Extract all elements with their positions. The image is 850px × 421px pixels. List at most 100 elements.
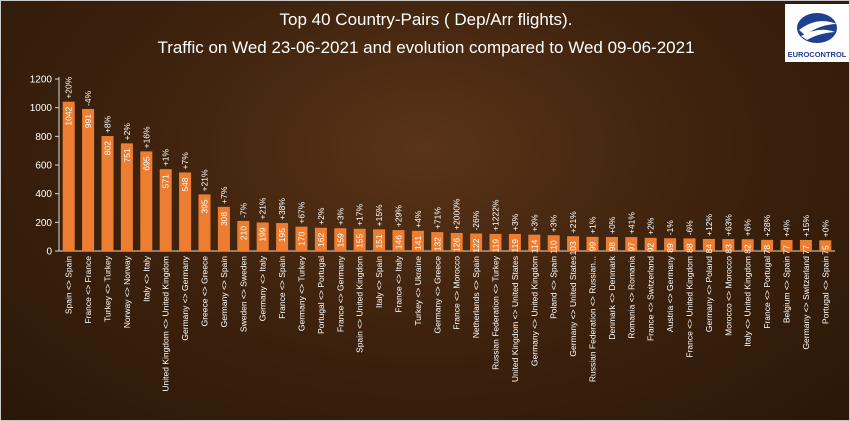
bar	[702, 238, 715, 251]
x-tick-label: United Kingdom <> United States	[510, 256, 520, 382]
bar	[780, 239, 793, 251]
bar	[722, 239, 735, 251]
x-tick-label: Turkey <> Turkey	[103, 255, 113, 322]
bar	[392, 230, 405, 251]
bar	[450, 232, 463, 251]
evolution-label: +7%	[180, 152, 190, 170]
bar-value-label: 88	[685, 243, 695, 253]
evolution-label: -6%	[685, 220, 695, 236]
bar-value-label: 84	[704, 244, 714, 254]
bar-value-label: 155	[355, 234, 365, 248]
evolution-label: +21%	[258, 197, 268, 219]
bar-value-label: 195	[277, 228, 287, 242]
x-tick-label: Germany <> Greece	[432, 256, 442, 334]
y-tick-label: 0	[46, 247, 52, 258]
bar	[644, 237, 657, 251]
x-tick-label: Morocco <> Morocco	[723, 256, 733, 336]
x-tick-label: Portugal <> Portugal	[316, 256, 326, 334]
x-tick-label: France <> Portugal	[762, 256, 772, 329]
bar-value-label: 92	[646, 243, 656, 253]
evolution-label: +21%	[568, 211, 578, 233]
x-tick-label: Germany <> Poland	[704, 256, 714, 332]
x-tick-label: France <> France	[83, 256, 93, 324]
bar-value-label: 695	[141, 156, 151, 170]
bar	[489, 233, 502, 251]
bar-value-label: 99	[588, 242, 598, 252]
evolution-label: +71%	[432, 207, 442, 229]
bar	[547, 235, 560, 251]
bar-value-label: 571	[161, 174, 171, 188]
evolution-label: +29%	[394, 205, 404, 227]
x-tick-label: Russian Federation <> Russian...	[588, 256, 598, 382]
bar	[295, 226, 308, 251]
x-tick-label: Germany <> Germany	[180, 255, 190, 340]
bar	[508, 233, 521, 251]
chart-title: Top 40 Country-Pairs ( Dep/Arr flights).	[279, 10, 573, 29]
bar-value-label: 751	[122, 148, 132, 162]
bar	[373, 229, 386, 251]
bar-value-label: 548	[180, 177, 190, 191]
evolution-label: +67%	[297, 201, 307, 223]
bar	[82, 108, 95, 251]
evolution-label: +0%	[820, 220, 830, 238]
bar	[179, 172, 192, 251]
evolution-label: +3%	[335, 208, 345, 226]
evolution-label: +21%	[200, 169, 210, 191]
bar-value-label: 77	[801, 245, 811, 255]
evolution-label: +20%	[64, 76, 74, 98]
x-tick-label: Turkey <> Ukraine	[413, 256, 423, 326]
bar-value-label: 78	[762, 245, 772, 255]
bar	[625, 237, 638, 251]
evolution-label: +1%	[161, 148, 171, 166]
x-tick-label: Germany <> Italy	[258, 255, 268, 321]
evolution-label: +63%	[723, 214, 733, 236]
logo-text: EUROCONTROL	[788, 50, 847, 59]
bar-value-label: 1042	[64, 106, 74, 125]
bar	[605, 236, 618, 251]
x-tick-label: Italy <> United Kingdom	[743, 256, 753, 347]
bar	[567, 236, 580, 251]
evolution-label: +41%	[626, 212, 636, 234]
bar-value-label: 89	[665, 243, 675, 253]
evolution-label: +8%	[103, 115, 113, 133]
x-tick-label: United Kingdom <> United Kingdom	[161, 256, 171, 392]
bar-value-label: 162	[316, 233, 326, 247]
x-tick-label: France <> Germany	[335, 255, 345, 332]
bar-value-label: 77	[782, 245, 792, 255]
evolution-label: +3%	[549, 215, 559, 233]
y-tick-label: 800	[35, 132, 52, 143]
evolution-label: +12%	[704, 214, 714, 236]
x-tick-label: Romania <> Romania	[626, 256, 636, 339]
bar	[217, 206, 230, 251]
evolution-label: -1%	[665, 220, 675, 236]
bar-value-label: 110	[549, 240, 559, 254]
evolution-label: +16%	[141, 126, 151, 148]
evolution-label: +6%	[743, 219, 753, 237]
bar	[276, 223, 289, 251]
bar-value-label: 210	[238, 226, 248, 240]
evolution-label: +17%	[355, 203, 365, 225]
y-tick-label: 1000	[30, 103, 53, 114]
evolution-label: +2%	[122, 123, 132, 141]
bar	[353, 228, 366, 251]
evolution-label: +2%	[646, 217, 656, 235]
x-tick-label: Spain <> United Kingdom	[355, 256, 365, 353]
bar	[741, 239, 754, 251]
eurocontrol-logo-icon: EUROCONTROL	[785, 4, 849, 62]
bar	[237, 220, 250, 251]
bar-value-label: 132	[432, 237, 442, 251]
bar	[470, 233, 483, 251]
x-tick-label: Portugal <> Spain	[820, 256, 830, 324]
bar-value-label: 126	[452, 238, 462, 252]
bar	[198, 194, 211, 251]
chart-subtitle: Traffic on Wed 23-06-2021 and evolution …	[157, 38, 695, 57]
bar	[314, 227, 327, 251]
x-tick-label: France <> Italy	[394, 255, 404, 312]
evolution-label: +15%	[374, 204, 384, 226]
x-tick-label: Norway <> Norway	[122, 255, 132, 328]
bar	[256, 222, 269, 251]
bar-value-label: 199	[258, 227, 268, 241]
bar-value-label: 122	[471, 238, 481, 252]
bar	[683, 238, 696, 251]
bar-value-label: 395	[200, 199, 210, 213]
